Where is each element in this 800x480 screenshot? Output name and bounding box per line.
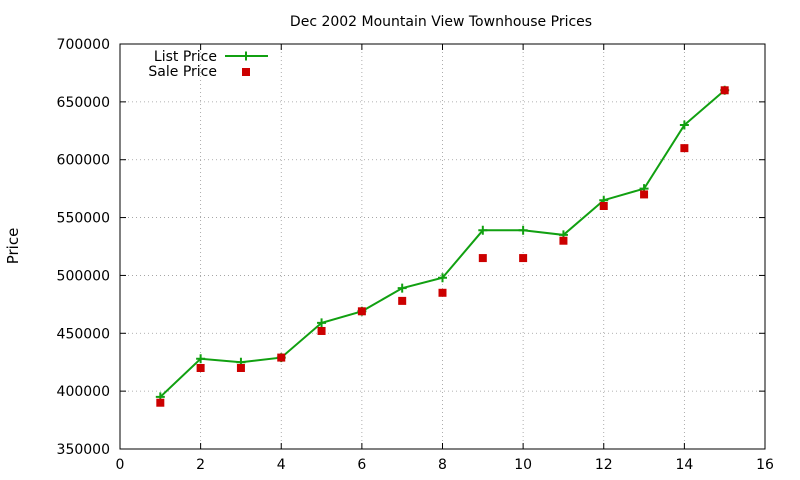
- legend-label-sale-price: Sale Price: [148, 64, 217, 80]
- y-tick-label: 700000: [57, 37, 110, 53]
- y-axis-label: Price: [4, 228, 22, 265]
- sale-price-point: [640, 190, 649, 199]
- y-tick-label: 600000: [57, 153, 110, 169]
- sale-price-point: [559, 236, 568, 245]
- sale-price-point: [438, 288, 447, 297]
- x-tick-label: 4: [277, 457, 286, 473]
- y-tick-label: 650000: [57, 95, 110, 111]
- list-price-point: [397, 283, 407, 293]
- y-tick-label: 450000: [57, 326, 110, 342]
- legend-cross-list-price: [241, 51, 251, 61]
- axis-ticks: 0 2 4 6 8 10 12 14 16 350000 400000 450000 500000 550…: [57, 37, 774, 473]
- y-tick-label: 400000: [57, 384, 110, 400]
- sale-price-point: [156, 398, 165, 407]
- legend-marker-sale-price: [242, 68, 250, 76]
- sale-price-point: [478, 254, 487, 263]
- chart-title: Dec 2002 Mountain View Townhouse Prices: [290, 14, 592, 30]
- y-tick-label: 550000: [57, 211, 110, 227]
- legend: List Price Sale Price: [148, 49, 268, 80]
- x-tick-label: 16: [756, 457, 774, 473]
- series-layer: [155, 85, 730, 407]
- sale-price-point: [680, 144, 689, 153]
- x-tick-label: 2: [196, 457, 205, 473]
- x-tick-label: 8: [438, 457, 447, 473]
- sale-price-point: [196, 364, 205, 372]
- sale-price-point: [277, 353, 286, 362]
- x-tick-label: 14: [675, 457, 693, 473]
- x-tick-label: 0: [116, 457, 125, 473]
- list-price-point: [679, 120, 689, 130]
- list-price-point: [438, 273, 447, 283]
- plot-frame: [119, 43, 766, 450]
- x-tick-label: 12: [595, 457, 613, 473]
- sale-price-point: [317, 326, 326, 335]
- sale-price-point: [519, 254, 528, 263]
- sale-price-point: [599, 202, 608, 210]
- list-price-point: [478, 225, 488, 235]
- sale-price-point: [236, 364, 245, 372]
- x-tick-label: 6: [357, 457, 366, 473]
- list-price-point: [518, 225, 528, 235]
- list-price-point: [317, 318, 327, 328]
- y-tick-label: 350000: [57, 442, 110, 458]
- y-tick-label: 500000: [57, 268, 110, 284]
- legend-label-list-price: List Price: [154, 49, 217, 65]
- sale-price-point: [357, 307, 366, 316]
- grid-lines: [120, 44, 765, 449]
- sale-price-point: [398, 296, 407, 305]
- x-tick-label: 10: [514, 457, 532, 473]
- sale-price-point: [720, 86, 729, 95]
- list-price-point: [196, 354, 206, 364]
